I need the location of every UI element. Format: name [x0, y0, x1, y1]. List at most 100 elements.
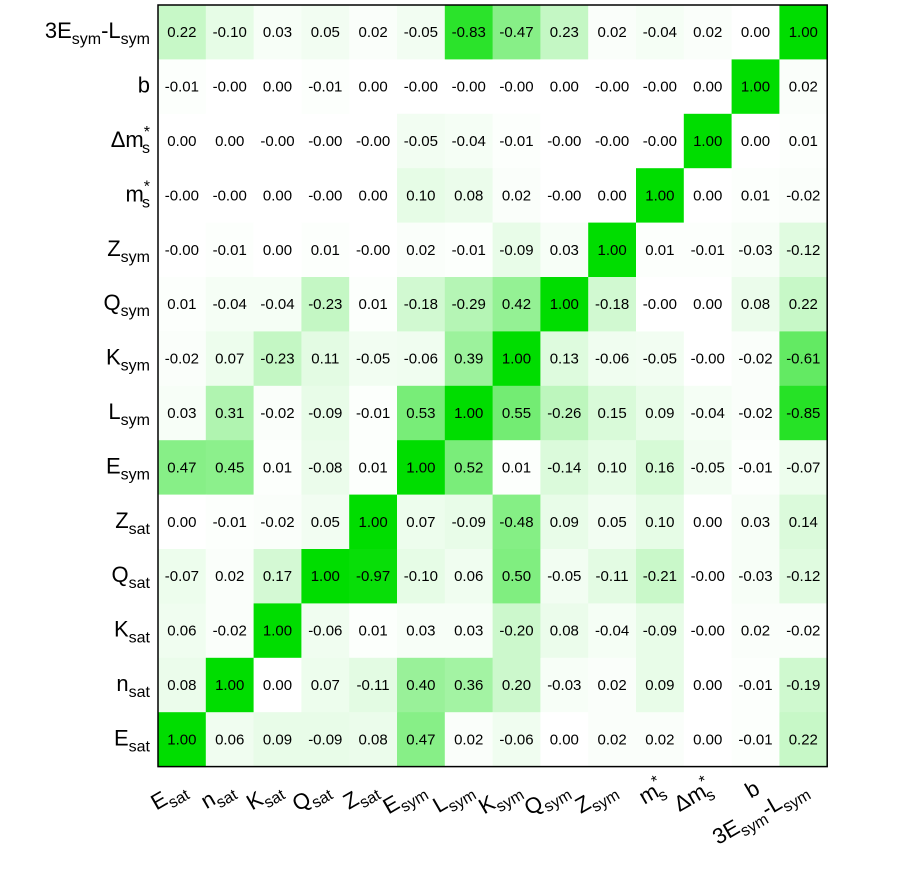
x-tick-label: Esat​ — [146, 775, 193, 819]
heatmap-cell — [158, 59, 207, 115]
heatmap-cell — [636, 5, 685, 60]
heatmap-cell — [253, 168, 302, 224]
heatmap-cell — [253, 277, 302, 332]
cell-value-label: 0.11 — [311, 351, 339, 368]
heatmap-cell — [301, 494, 350, 550]
heatmap-cell — [588, 331, 637, 387]
cell-value-label: -0.01 — [213, 242, 247, 259]
cell-value-label: -0.29 — [452, 296, 486, 313]
cell-value-label: -0.00 — [547, 133, 581, 150]
cell-value-label: 0.17 — [263, 568, 292, 585]
heatmap-cell — [588, 440, 637, 496]
heatmap-cell — [301, 5, 350, 60]
cell-value-label: -0.02 — [213, 623, 247, 640]
cell-value-label: -0.00 — [308, 133, 342, 150]
heatmap-cell — [349, 657, 398, 713]
cell-value-label: 0.02 — [597, 24, 626, 41]
heatmap-cell — [253, 549, 302, 604]
cell-value-label: -0.00 — [643, 296, 677, 313]
cell-value-label: 0.01 — [263, 459, 292, 476]
cell-value-label: -0.00 — [547, 187, 581, 204]
heatmap-cell — [683, 440, 733, 496]
cell-value-label: -0.18 — [404, 296, 438, 313]
heatmap-cell — [349, 277, 398, 332]
cell-value-label: 0.08 — [741, 296, 770, 313]
heatmap-cell — [588, 712, 637, 768]
cell-value-label: 0.08 — [167, 677, 196, 694]
cell-value-label: 0.10 — [406, 187, 435, 204]
heatmap-cell — [636, 222, 685, 278]
cell-value-label: -0.04 — [213, 296, 247, 313]
cell-value-label: -0.09 — [452, 514, 486, 531]
cell-value-label: 0.00 — [215, 133, 244, 150]
cell-value-label: 0.00 — [693, 79, 722, 96]
heatmap-cell — [397, 277, 446, 332]
cell-value-label: -0.04 — [260, 296, 294, 313]
heatmap-cell — [444, 385, 494, 441]
heatmap-cell — [253, 712, 302, 768]
cell-value-label: 0.03 — [550, 242, 579, 259]
y-tick-label: m* s — [125, 178, 150, 211]
cell-value-label: -0.01 — [165, 79, 199, 96]
cell-value-label: -0.00 — [260, 133, 294, 150]
cell-value-label: 0.47 — [167, 459, 196, 476]
heatmap-cell — [683, 5, 733, 60]
heatmap-cell — [540, 168, 589, 224]
cell-value-label: 0.09 — [645, 677, 674, 694]
heatmap-cell — [731, 494, 780, 550]
heatmap-cell — [683, 222, 733, 278]
cell-value-label: 0.00 — [693, 731, 722, 748]
heatmap-cell — [397, 494, 446, 550]
heatmap-cell — [444, 222, 494, 278]
cell-value-label: 0.52 — [454, 459, 483, 476]
heatmap-cell — [683, 113, 733, 169]
cell-value-label: -0.00 — [213, 79, 247, 96]
cell-value-label: -0.12 — [786, 242, 820, 259]
y-tick-label: Qsat​ — [112, 562, 151, 592]
cell-value-label: 0.22 — [167, 24, 196, 41]
cell-value-label: 0.00 — [263, 79, 292, 96]
heatmap-cell — [444, 712, 494, 768]
cell-value-label: -0.00 — [404, 79, 438, 96]
cell-value-label: 0.00 — [550, 79, 579, 96]
heatmap-cell — [731, 331, 780, 387]
heatmap-cell — [397, 657, 446, 713]
heatmap-cell — [349, 222, 398, 278]
cell-value-label: 0.02 — [693, 24, 722, 41]
cell-value-label: -0.02 — [260, 514, 294, 531]
heatmap-cell — [444, 168, 494, 224]
cell-value-label: 0.06 — [215, 731, 244, 748]
heatmap-cell — [158, 549, 207, 604]
cell-value-label: -0.00 — [499, 79, 533, 96]
cell-value-label: -0.85 — [786, 405, 820, 422]
cell-value-label: 0.00 — [597, 187, 626, 204]
heatmap-cell — [301, 277, 350, 332]
cell-value-label: 0.13 — [550, 351, 579, 368]
cell-value-label: -0.26 — [547, 405, 581, 422]
heatmap-cell — [349, 603, 398, 659]
heatmap-cell — [540, 331, 589, 387]
heatmap-cell — [253, 385, 302, 441]
cell-value-label: 1.00 — [167, 731, 196, 748]
heatmap-cell — [588, 277, 637, 332]
cell-value-label: 0.00 — [167, 514, 196, 531]
heatmap-cell — [349, 5, 398, 60]
cell-value-label: 1.00 — [215, 677, 244, 694]
heatmap-cell — [588, 168, 637, 224]
heatmap-cell — [636, 59, 685, 115]
cell-value-label: 0.01 — [789, 133, 818, 150]
cell-value-label: -0.02 — [260, 405, 294, 422]
cell-value-label: -0.09 — [308, 731, 342, 748]
cell-value-label: 1.00 — [789, 24, 818, 41]
cell-value-label: 0.02 — [597, 677, 626, 694]
heatmap-cell — [205, 5, 255, 60]
cell-value-label: 0.00 — [693, 296, 722, 313]
cell-value-label: 0.09 — [550, 514, 579, 531]
heatmap-cell — [253, 494, 302, 550]
cell-value-label: -0.10 — [404, 568, 438, 585]
heatmap-cell — [158, 331, 207, 387]
heatmap-cell — [540, 440, 589, 496]
cell-value-label: 0.53 — [406, 405, 435, 422]
heatmap-cell — [349, 331, 398, 387]
heatmap-cell — [636, 657, 685, 713]
